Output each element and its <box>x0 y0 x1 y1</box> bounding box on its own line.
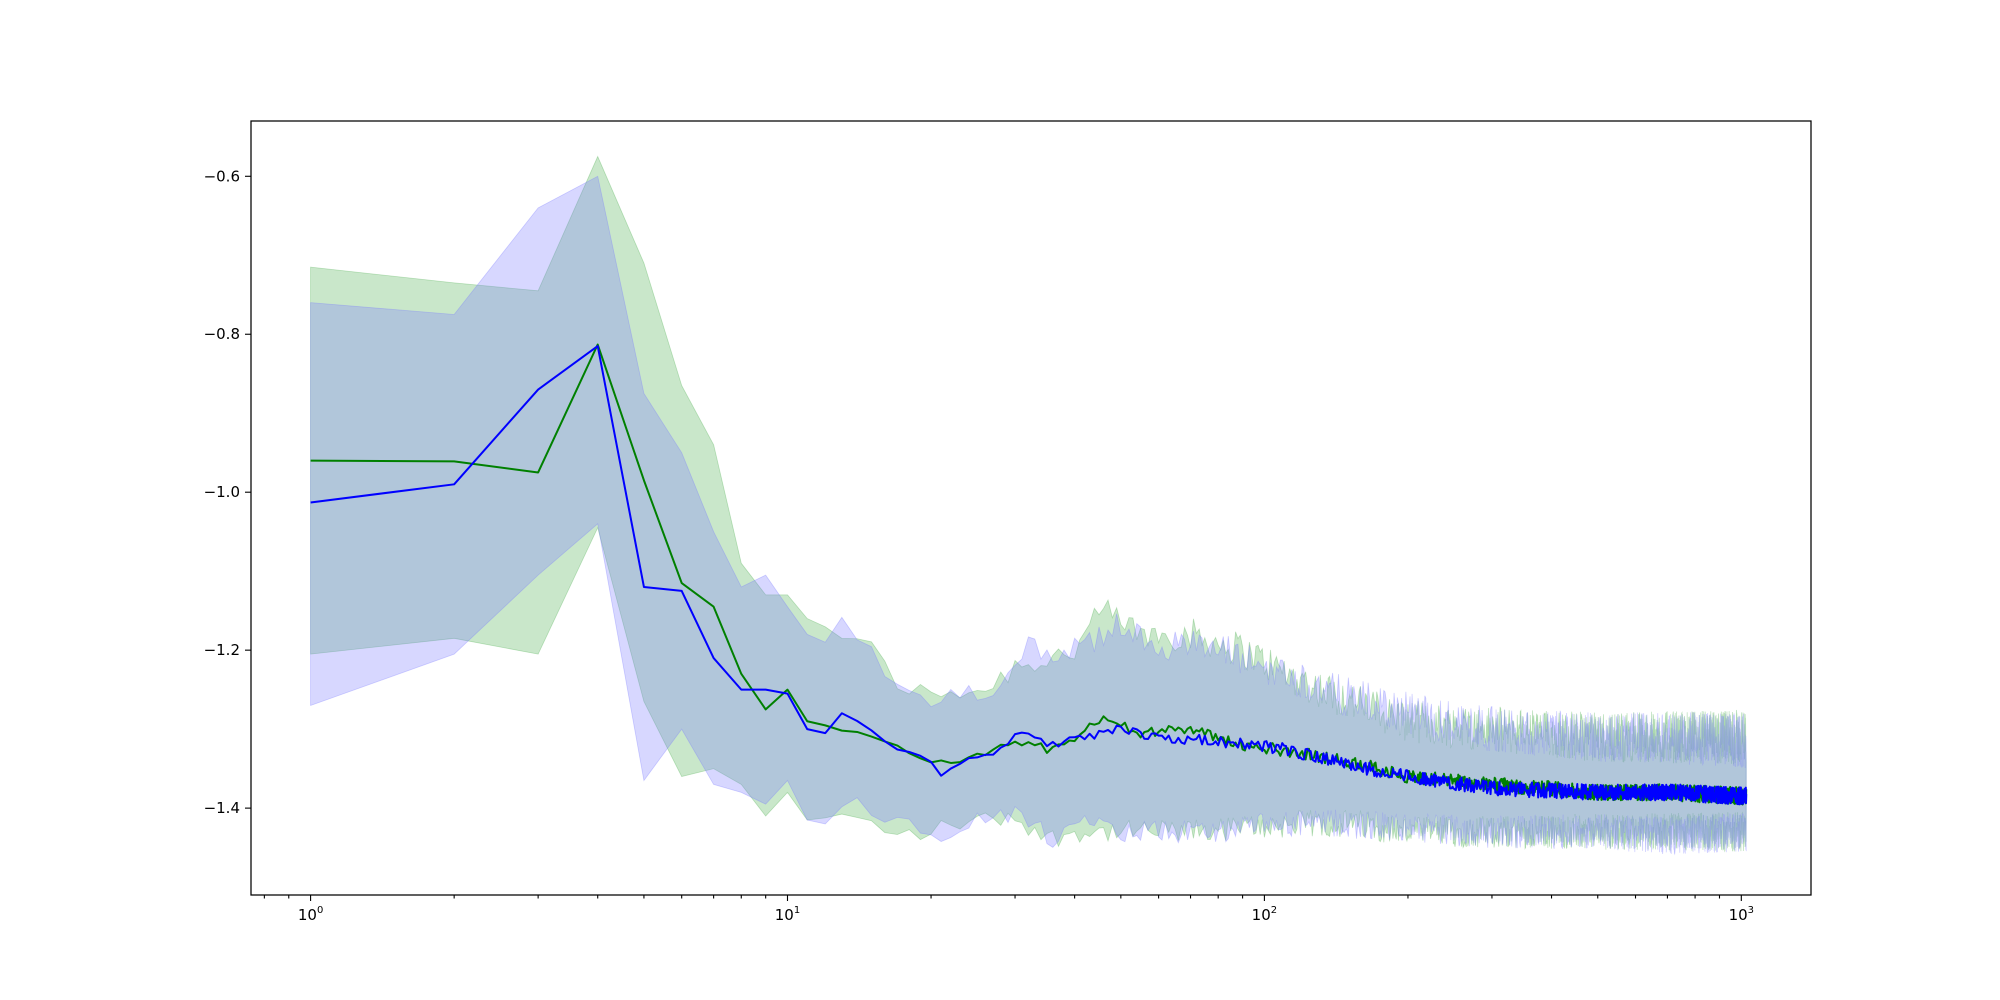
x-tick-base: 10 <box>1252 906 1271 924</box>
x-tick-base: 10 <box>1729 906 1748 924</box>
series-2-line <box>310 345 1748 806</box>
x-tick-exponent: 0 <box>317 905 323 916</box>
y-tick-label: −0.6 <box>204 167 240 185</box>
axes-frame <box>250 120 1812 896</box>
x-tick-exponent: 2 <box>1271 905 1277 916</box>
x-tick-label: 103 <box>1729 905 1754 924</box>
x-tick-label: 102 <box>1252 905 1277 924</box>
y-axis: −0.6 −0.8 −1.0 −1.2 −1.4 <box>204 167 251 817</box>
y-tick-label: −1.0 <box>204 483 240 501</box>
y-tick-label: −0.8 <box>204 325 240 343</box>
y-tick-label: −1.2 <box>204 641 240 659</box>
x-tick-exponent: 1 <box>794 905 800 916</box>
x-axis: 100 101 102 103 <box>263 895 1754 924</box>
x-tick-base: 10 <box>775 906 794 924</box>
x-tick-exponent: 3 <box>1748 905 1754 916</box>
series-2-band <box>310 175 1747 856</box>
y-tick-label: −1.4 <box>204 799 240 817</box>
x-tick-base: 10 <box>298 906 317 924</box>
x-tick-label: 101 <box>775 905 800 924</box>
plot-area <box>310 155 1748 856</box>
x-tick-label: 100 <box>298 905 323 924</box>
series-1-band <box>310 155 1747 853</box>
